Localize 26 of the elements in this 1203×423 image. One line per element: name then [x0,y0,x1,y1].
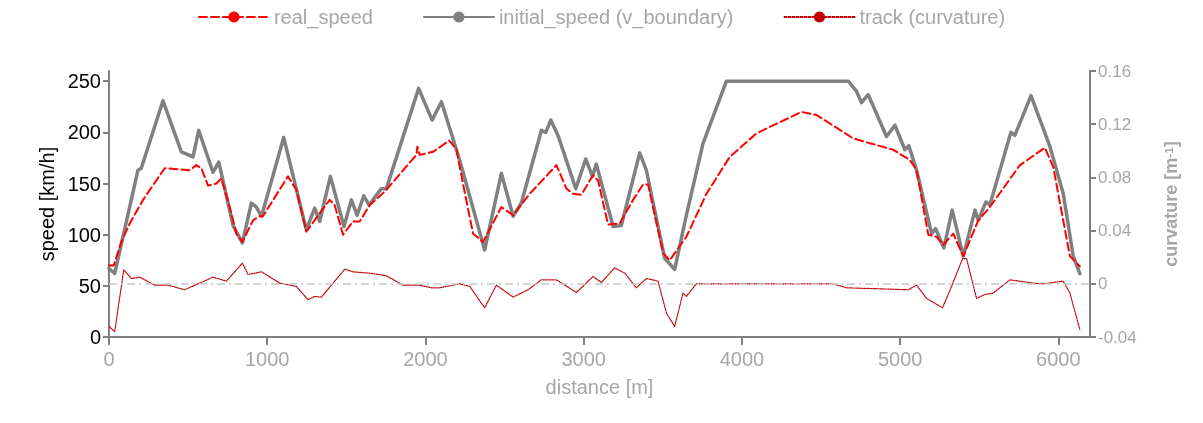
x-tick-label: 1000 [244,348,290,370]
y-tick-label: 50 [78,274,101,297]
y2-tick-label: 0 [1098,274,1108,294]
y-tick-label: 100 [67,223,101,246]
legend-label: real_speed [273,6,373,29]
x-tick-label: 2000 [403,348,448,370]
y-tick-label: 150 [67,172,101,195]
legend-label: track (curvature) [859,6,1006,28]
legend-label: initial_speed (v_boundary) [498,6,734,29]
y2-tick-label: 0.08 [1098,167,1132,187]
x-tick-label: 6000 [1036,348,1081,370]
x-tick-label: 4000 [719,348,765,370]
y2-tick-label: -0.04 [1098,327,1137,347]
x-tick-label: 3000 [561,348,606,370]
x-tick-label: 5000 [877,348,923,370]
y2-tick-label: 0.12 [1098,114,1132,134]
line-series [108,110,1081,268]
y-tick-label: 200 [67,121,101,144]
y2-tick-label: 0.16 [1098,61,1132,81]
x-tick-label: 0 [103,348,115,370]
line-series [108,257,1081,333]
y-axis-title: speed [km/h] [35,146,58,262]
y2-tick-label: 0.04 [1098,221,1132,241]
y-tick-label: 250 [67,70,101,93]
x-axis-title: distance [m] [545,376,654,398]
y-tick-label: 0 [89,326,101,348]
